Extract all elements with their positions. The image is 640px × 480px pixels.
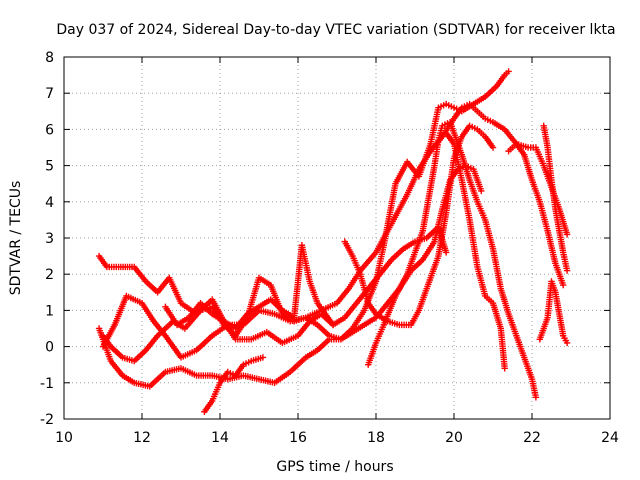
y-tick-label: -1 <box>40 376 54 392</box>
y-tick-label: 6 <box>45 122 54 138</box>
y-tick-label: 2 <box>45 267 54 283</box>
y-tick-label: 0 <box>45 340 54 356</box>
series-track-d <box>99 68 512 365</box>
series-track-h <box>365 118 540 401</box>
data-point <box>501 365 508 372</box>
data-point <box>560 281 567 289</box>
data-point <box>563 267 571 274</box>
y-tick-label: 8 <box>45 50 54 66</box>
data-point <box>489 144 497 151</box>
y-tick-label: 4 <box>45 195 54 211</box>
y-axis-label: SDTVAR / TECUs <box>8 181 24 296</box>
y-tick-label: -2 <box>40 412 54 428</box>
x-tick-label: 10 <box>55 430 73 446</box>
series-track-e <box>162 242 337 332</box>
y-tick-label: 5 <box>45 159 54 175</box>
plot-frame <box>63 56 611 420</box>
series-track-g <box>341 122 497 329</box>
x-tick-label: 18 <box>367 430 385 446</box>
data-point <box>532 394 540 401</box>
data-marks <box>95 68 571 415</box>
x-tick-label: 14 <box>211 430 229 446</box>
x-tick-label: 24 <box>601 430 619 446</box>
x-tick-label: 22 <box>523 430 541 446</box>
series-track-l <box>536 278 571 347</box>
data-point <box>563 231 571 238</box>
y-tick-label: 3 <box>45 231 54 247</box>
data-point <box>478 187 485 195</box>
series-track-j <box>505 140 567 289</box>
x-axis-label: GPS time / hours <box>276 459 393 475</box>
series-track-k <box>540 122 571 274</box>
series-track-i <box>443 129 508 372</box>
series-track-f <box>201 354 267 415</box>
data-point <box>505 68 512 75</box>
x-tick-label: 20 <box>445 430 463 446</box>
data-point <box>259 354 267 361</box>
y-tick-label: 7 <box>45 86 54 102</box>
data-point <box>563 339 571 347</box>
x-tick-label: 16 <box>289 430 307 446</box>
grid-layer <box>64 57 610 419</box>
y-tick-label: 1 <box>45 303 54 319</box>
chart-title: Day 037 of 2024, Sidereal Day-to-day VTE… <box>56 22 615 38</box>
data-point <box>443 249 450 256</box>
x-tick-label: 12 <box>133 430 151 446</box>
data-point <box>329 321 337 329</box>
